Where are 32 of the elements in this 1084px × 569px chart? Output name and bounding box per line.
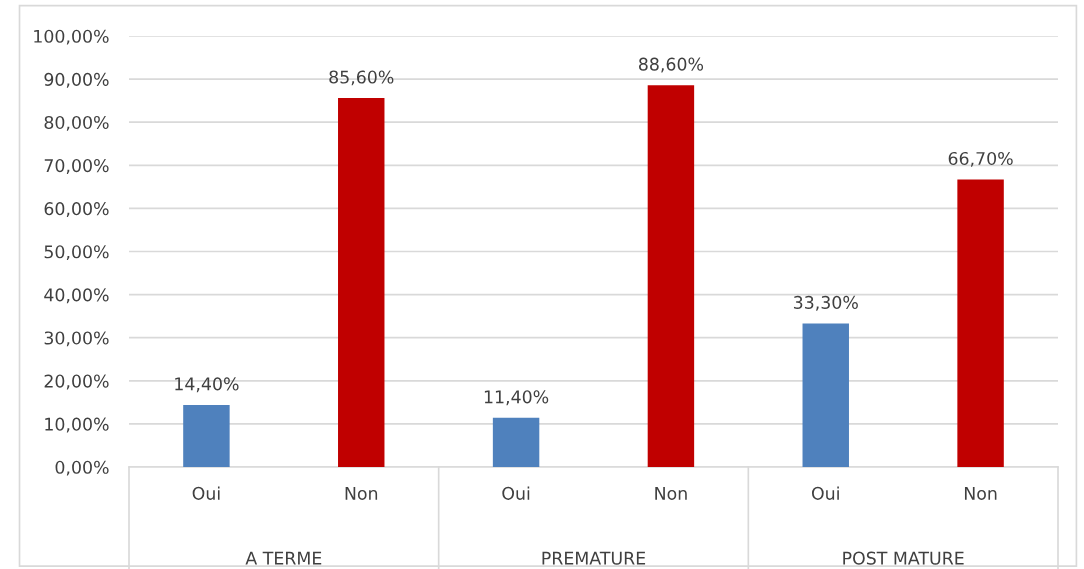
y-tick-label: 90,00% xyxy=(44,72,109,88)
bar xyxy=(183,404,230,467)
x-tick-label: Oui xyxy=(811,486,839,500)
x-tick-label: Non xyxy=(655,486,687,500)
bar xyxy=(802,323,849,467)
text: A TERME xyxy=(245,551,322,565)
y-tick-label: 60,00% xyxy=(44,202,109,218)
y-tick-label: 70,00% xyxy=(44,159,109,174)
bar xyxy=(957,179,1004,467)
x-tick-label: Non xyxy=(964,486,997,500)
text: POST MATURE xyxy=(843,551,964,565)
y-tick-label: 40,00% xyxy=(44,288,109,304)
data-label: 66,70% xyxy=(948,151,1013,167)
y-tick-label: 0,00% xyxy=(55,460,109,476)
y-tick-label: 100,00% xyxy=(34,29,109,45)
data-label: 85,60% xyxy=(329,70,394,86)
bar xyxy=(647,85,695,467)
data-label: 14,40% xyxy=(175,377,239,393)
data-label: 88,60% xyxy=(639,57,704,73)
y-tick-label: 10,00% xyxy=(45,417,109,433)
bar xyxy=(338,98,385,467)
y-tick-label: 50,00% xyxy=(44,245,109,261)
text: PREMATURE xyxy=(542,551,646,565)
x-tick-label: Non xyxy=(345,486,378,500)
bar xyxy=(492,417,540,467)
x-tick-label: Oui xyxy=(192,486,220,500)
data-label: 11,40% xyxy=(484,390,549,406)
x-tick-label: Oui xyxy=(502,486,530,500)
y-tick-label: 80,00% xyxy=(44,115,109,131)
y-tick-label: 20,00% xyxy=(44,374,109,390)
y-tick-label: 30,00% xyxy=(44,331,109,347)
data-label: 33,30% xyxy=(793,295,858,311)
